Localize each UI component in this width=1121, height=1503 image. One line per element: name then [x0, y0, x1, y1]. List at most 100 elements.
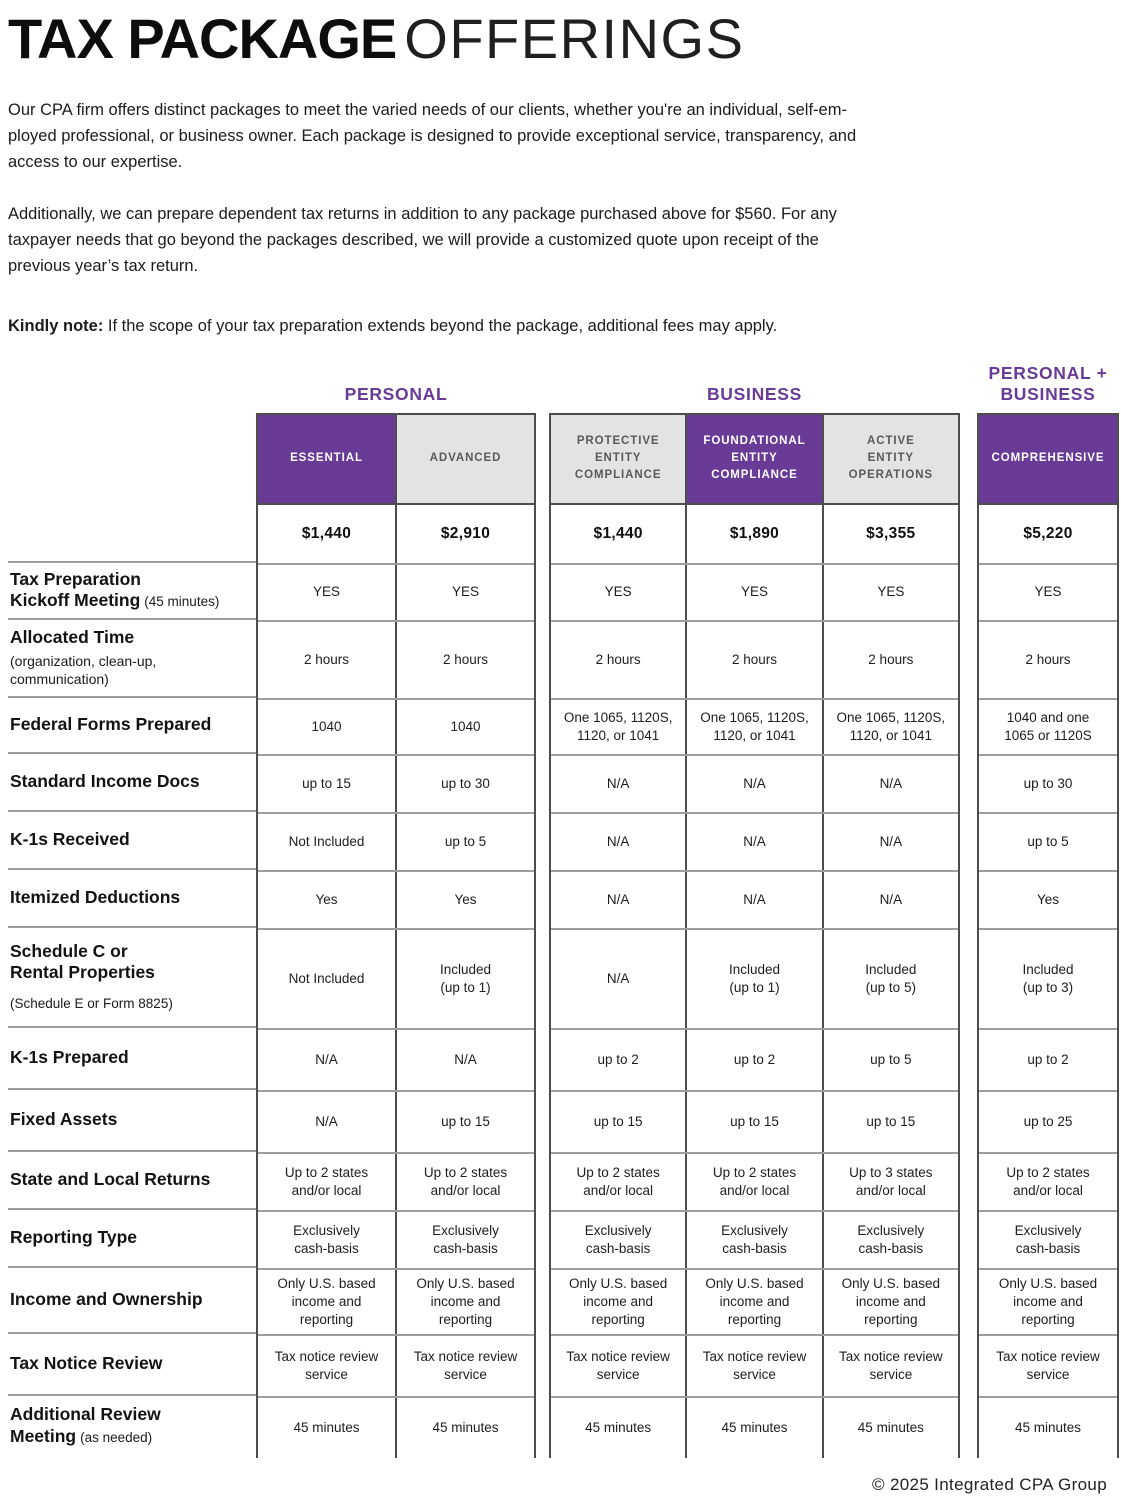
feature-value-row: up to 25: [979, 1089, 1117, 1152]
feature-value-cell: 45 minutes: [395, 1397, 534, 1458]
package-column-header: ACTIVE ENTITY OPERATIONS: [821, 414, 958, 503]
feature-value-cell: up to 2: [1027, 1051, 1069, 1067]
feature-label-text: Allocated Time: [10, 627, 135, 648]
feature-value-cell: up to 25: [1023, 1113, 1073, 1129]
feature-value-row: Yes Yes: [258, 869, 534, 928]
feature-row-label: Additional Review Meeting (as needed): [8, 1393, 256, 1456]
feature-sublabel: (as needed): [80, 1429, 153, 1445]
package-price: $1,890: [685, 504, 821, 563]
feature-value-cell: up to 5: [821, 1029, 958, 1090]
feature-value-cell: Up to 2 states and/or local: [284, 1164, 369, 1198]
intro-paragraph-1: Our CPA firm offers distinct packages to…: [8, 100, 857, 171]
package-price: $1,440: [301, 524, 352, 542]
feature-value-row: Exclusively cash-basis Exclusively cash-b…: [258, 1209, 534, 1268]
feature-value-cell: YES: [395, 564, 534, 620]
feature-value-cell: 2 hours: [303, 651, 350, 667]
feature-value-row: Yes: [979, 869, 1117, 928]
feature-value-row: Included (up to 3): [979, 927, 1117, 1028]
feature-value-cell: N/A: [685, 871, 821, 928]
feature-value-cell: up to 15: [593, 1113, 643, 1129]
feature-value-cell: N/A: [315, 1051, 338, 1067]
feature-value-cell: 45 minutes: [821, 1397, 958, 1458]
feature-value-cell: up to 15: [685, 1091, 821, 1152]
feature-value-cell: up to 5: [1027, 833, 1069, 849]
feature-value-row: Not Included Included (up to 1): [258, 927, 534, 1028]
feature-value-row: Tax notice review service Tax notice revi…: [551, 1333, 958, 1396]
feature-sublabel: (organization, clean-up, communication): [10, 652, 157, 687]
feature-value-cell: Only U.S. based income and reporting: [277, 1276, 376, 1327]
feature-label-text: Reporting Type: [10, 1227, 138, 1248]
feature-value-row: Exclusively cash-basis Exclusively cash-b…: [551, 1209, 958, 1268]
feature-value-cell: Only U.S. based income and reporting: [821, 1269, 958, 1334]
feature-value-row: N/A N/A N/A: [551, 869, 958, 928]
feature-value-cell: Only U.S. based income and reporting: [395, 1269, 534, 1334]
feature-value-row: Only U.S. based income and reporting Only…: [258, 1267, 534, 1334]
feature-row-label: Income and Ownership: [8, 1265, 256, 1332]
feature-row-label: Schedule C or Rental Properties (Schedule…: [8, 925, 256, 1026]
feature-value-cell: Yes: [1036, 891, 1060, 907]
document-page: TAX PACKAGE OFFERINGS Our CPA firm offers…: [8, 7, 1119, 1458]
feature-value-row: 45 minutes 45 minutes 45 minutes: [551, 1395, 958, 1458]
package-header-row: PROTECTIVE ENTITY COMPLIANCE FOUNDATIONAL…: [551, 414, 958, 503]
feature-value-cell: Tax notice review service: [566, 1348, 670, 1382]
feature-value-cell: up to 30: [395, 755, 534, 812]
feature-value-cell: Tax notice review service: [274, 1348, 379, 1382]
labels-spacer: [8, 359, 256, 561]
feature-label-text: Tax Notice Review: [10, 1353, 163, 1374]
feature-label-text: Standard Income Docs: [10, 771, 200, 792]
feature-value-row: Up to 2 states and/or local: [979, 1151, 1117, 1210]
feature-value-row: Tax notice review service: [979, 1333, 1117, 1396]
feature-label-text: Federal Forms Prepared: [10, 714, 212, 735]
package-price-row: $5,220: [979, 502, 1117, 563]
feature-value-cell: up to 2: [685, 1029, 821, 1090]
package-group: PERSONAL + BUSINESS COMPREHENSIVE $5,220 YE…: [977, 359, 1119, 1458]
package-price: $5,220: [1023, 524, 1073, 542]
feature-value-cell: 2 hours: [685, 621, 821, 698]
feature-label-text: Schedule C or Rental Properties: [10, 940, 155, 983]
feature-value-cell: Exclusively cash-basis: [293, 1222, 360, 1256]
page-title-light: OFFERINGS: [404, 7, 745, 70]
feature-value-row: up to 2 up to 2 up to 5: [551, 1027, 958, 1090]
package-price-row: $1,440 $1,890 $3,355: [551, 502, 958, 563]
page-title-bold: TAX PACKAGE: [8, 7, 397, 70]
feature-value-cell: Up to 2 states and/or local: [395, 1153, 534, 1210]
feature-value-row: up to 15 up to 15 up to 15: [551, 1089, 958, 1152]
feature-value-cell: Up to 3 states and/or local: [821, 1153, 958, 1210]
feature-sublabel: (Schedule E or Form 8825): [10, 996, 173, 1012]
feature-label-text: K-1s Received: [10, 829, 130, 850]
feature-value-cell: Only U.S. based income and reporting: [685, 1269, 821, 1334]
feature-value-cell: 45 minutes: [685, 1397, 821, 1458]
feature-value-row: up to 15 up to 30: [258, 753, 534, 812]
feature-value-row: YES YES: [258, 562, 534, 620]
feature-row-label: Itemized Deductions: [8, 867, 256, 926]
feature-value-row: N/A up to 15: [258, 1089, 534, 1152]
packages-comparison-table: Tax Preparation Kickoff Meeting (45 minut…: [8, 359, 1119, 1458]
feature-value-cell: 45 minutes: [585, 1419, 652, 1435]
feature-value-cell: 45 minutes: [1014, 1419, 1082, 1435]
feature-value-row: 1040 and one 1065 or 1120S: [979, 697, 1117, 754]
feature-label-text: State and Local Returns: [10, 1169, 211, 1190]
package-column-header: ESSENTIAL: [258, 414, 395, 503]
feature-value-cell: up to 30: [1023, 775, 1073, 791]
feature-value-cell: Up to 2 states and/or local: [1006, 1164, 1090, 1198]
feature-value-cell: One 1065, 1120S, 1120, or 1041: [821, 699, 958, 754]
feature-value-cell: YES: [312, 584, 340, 600]
intro-paragraph-2: Additionally, we can prepare dependent t…: [8, 204, 837, 275]
feature-value-row: N/A N/A N/A: [551, 753, 958, 812]
feature-value-cell: One 1065, 1120S, 1120, or 1041: [563, 709, 673, 743]
feature-label-text: Fixed Assets: [10, 1109, 118, 1130]
feature-value-cell: Exclusively cash-basis: [1014, 1222, 1082, 1256]
feature-value-cell: YES: [685, 564, 821, 620]
feature-value-cell: 2 hours: [395, 621, 534, 698]
feature-value-cell: Included (up to 3): [1022, 961, 1074, 995]
feature-row-label: Reporting Type: [8, 1207, 256, 1266]
feature-value-cell: Tax notice review service: [996, 1348, 1100, 1382]
feature-value-cell: N/A: [606, 775, 630, 791]
feature-value-cell: N/A: [395, 1029, 534, 1090]
feature-row-label: Fixed Assets: [8, 1087, 256, 1150]
feature-row-label: Tax Notice Review: [8, 1331, 256, 1394]
feature-value-cell: YES: [821, 564, 958, 620]
feature-value-cell: Tax notice review service: [395, 1335, 534, 1396]
feature-value-cell: N/A: [315, 1113, 338, 1129]
feature-row-label: State and Local Returns: [8, 1149, 256, 1208]
